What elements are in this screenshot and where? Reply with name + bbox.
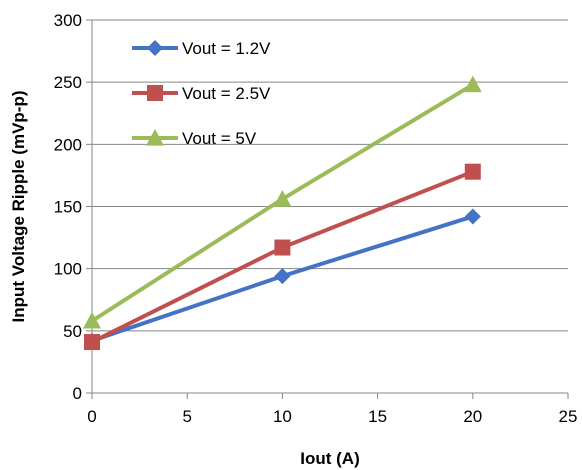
axes: 0 50 100 150 200 250 300 0 5 10 15 20 25 (54, 11, 578, 426)
data-point-square (147, 85, 163, 101)
y-tick-label: 200 (54, 135, 82, 154)
y-axis-title: Input Voltage Ripple (mVp-p) (9, 91, 28, 323)
x-axis-title: Iout (A) (300, 449, 359, 468)
gridlines (92, 19, 568, 332)
series-group (83, 75, 482, 351)
x-tick-label: 25 (559, 407, 578, 426)
legend-label: Vout = 2.5V (182, 84, 271, 103)
data-point-square (274, 239, 291, 256)
series-triangle (83, 75, 482, 329)
x-tick-label: 20 (463, 407, 482, 426)
series-diamond (84, 208, 481, 349)
y-tick-label: 150 (54, 198, 82, 217)
data-point-triangle (83, 311, 101, 329)
legend: Vout = 1.2V Vout = 2.5V Vout = 5V (132, 39, 271, 148)
legend-entry: Vout = 2.5V (132, 84, 271, 103)
y-tick-label: 250 (54, 73, 82, 92)
legend-entry: Vout = 1.2V (132, 39, 271, 58)
data-point-diamond (274, 268, 291, 285)
y-tick-label: 50 (63, 322, 82, 341)
data-point-diamond (464, 208, 481, 225)
y-tick-label: 0 (73, 384, 82, 403)
y-tick-label: 300 (54, 11, 82, 30)
series-square (84, 163, 481, 351)
data-point-triangle (146, 129, 164, 146)
data-point-square (464, 163, 481, 180)
data-point-square (84, 334, 100, 351)
data-point-triangle (463, 75, 482, 93)
y-tick-label: 100 (54, 260, 82, 279)
data-point-diamond (147, 40, 163, 56)
x-tick-label: 10 (273, 407, 292, 426)
legend-label: Vout = 5V (182, 129, 257, 148)
data-point-triangle (273, 190, 292, 207)
x-tick-label: 15 (368, 407, 387, 426)
x-tick-label: 5 (182, 407, 191, 426)
x-tick-label: 0 (87, 407, 96, 426)
legend-label: Vout = 1.2V (182, 39, 271, 58)
legend-entry: Vout = 5V (132, 129, 257, 148)
